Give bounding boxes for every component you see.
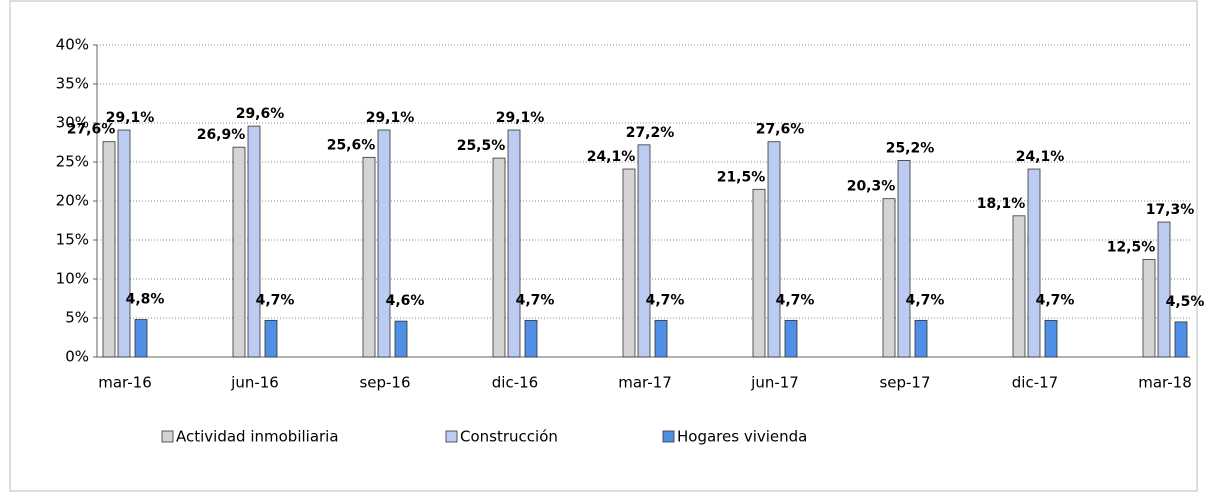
y-tick-label: 5% xyxy=(65,309,89,327)
value-label: 26,9% xyxy=(197,127,246,143)
bar xyxy=(897,160,911,358)
value-label: 29,1% xyxy=(366,110,415,126)
bar xyxy=(247,125,261,358)
bar xyxy=(507,129,521,358)
bar xyxy=(377,129,391,358)
legend-swatch xyxy=(662,430,675,443)
bar xyxy=(752,188,766,358)
value-label: 4,7% xyxy=(646,292,685,308)
bar xyxy=(882,198,896,358)
value-label: 21,5% xyxy=(717,169,766,185)
chart-frame xyxy=(9,0,1198,492)
value-label: 29,1% xyxy=(496,110,545,126)
value-label: 25,2% xyxy=(886,140,935,156)
bar xyxy=(362,156,376,358)
bar xyxy=(102,141,116,358)
value-label: 29,6% xyxy=(236,106,285,122)
x-tick-label: mar-17 xyxy=(618,374,672,392)
value-label: 27,2% xyxy=(626,125,675,141)
bar xyxy=(1142,259,1156,358)
y-tick-label: 15% xyxy=(56,231,89,249)
x-tick-label: jun-17 xyxy=(750,374,799,392)
bar xyxy=(394,320,408,358)
value-label: 4,8% xyxy=(126,292,165,308)
bar xyxy=(117,129,131,358)
value-label: 24,1% xyxy=(1016,149,1065,165)
bar xyxy=(1044,319,1058,358)
y-tick-label: 25% xyxy=(56,153,89,171)
bar xyxy=(232,146,246,358)
y-tick-label: 0% xyxy=(65,348,89,366)
x-tick-label: mar-16 xyxy=(98,374,152,392)
y-tick-label: 10% xyxy=(56,270,89,288)
value-label: 4,5% xyxy=(1166,294,1205,310)
value-label: 20,3% xyxy=(847,179,896,195)
legend-swatch xyxy=(161,430,174,443)
y-tick-label: 35% xyxy=(56,75,89,93)
x-tick-label: mar-18 xyxy=(1138,374,1192,392)
value-label: 12,5% xyxy=(1107,240,1156,256)
bar xyxy=(914,319,928,358)
bar xyxy=(1012,215,1026,358)
value-label: 25,6% xyxy=(327,137,376,153)
value-label: 4,7% xyxy=(516,292,555,308)
bar xyxy=(1174,321,1188,358)
bar xyxy=(134,319,148,358)
value-label: 27,6% xyxy=(756,122,805,138)
bar xyxy=(1157,221,1171,358)
value-label: 29,1% xyxy=(106,110,155,126)
value-label: 4,7% xyxy=(776,292,815,308)
value-label: 27,6% xyxy=(67,122,116,138)
bar xyxy=(654,319,668,358)
bar xyxy=(784,319,798,358)
bar xyxy=(637,144,651,358)
value-label: 4,7% xyxy=(1036,292,1075,308)
x-tick-label: jun-16 xyxy=(230,374,279,392)
bar xyxy=(767,141,781,358)
y-tick-label: 30% xyxy=(56,114,89,132)
bar xyxy=(264,319,278,358)
value-label: 4,6% xyxy=(386,293,425,309)
value-label: 17,3% xyxy=(1146,202,1195,218)
x-tick-label: dic-16 xyxy=(492,374,538,392)
value-label: 4,7% xyxy=(906,292,945,308)
legend-label: Actividad inmobiliaria xyxy=(176,428,339,446)
legend-swatch xyxy=(445,430,458,443)
value-label: 24,1% xyxy=(587,149,636,165)
value-label: 25,5% xyxy=(457,138,506,154)
value-label: 4,7% xyxy=(256,292,295,308)
bar xyxy=(1027,168,1041,358)
legend-label: Hogares vivienda xyxy=(677,428,807,446)
bar xyxy=(492,157,506,358)
y-tick-label: 40% xyxy=(56,36,89,54)
x-tick-label: dic-17 xyxy=(1012,374,1058,392)
x-tick-label: sep-16 xyxy=(359,374,410,392)
bar xyxy=(524,319,538,358)
bar xyxy=(622,168,636,358)
value-label: 18,1% xyxy=(977,196,1026,212)
legend-label: Construcción xyxy=(460,428,558,446)
x-tick-label: sep-17 xyxy=(879,374,930,392)
y-tick-label: 20% xyxy=(56,192,89,210)
